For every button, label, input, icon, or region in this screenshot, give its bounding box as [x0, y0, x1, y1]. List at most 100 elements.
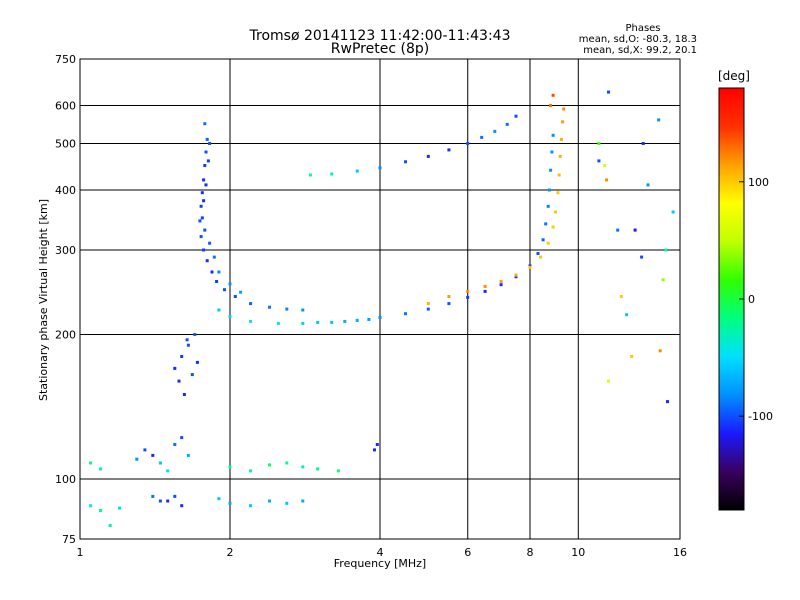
- data-point: [193, 333, 197, 336]
- data-point: [355, 169, 359, 173]
- colorbar-ticks: 100 0 -100: [739, 176, 773, 423]
- data-point: [597, 142, 601, 145]
- colorbar-tick-label: -100: [748, 410, 773, 423]
- data-point: [536, 252, 540, 255]
- data-point: [378, 166, 382, 170]
- stats-heading: Phases: [625, 23, 660, 34]
- data-point: [483, 284, 487, 288]
- data-point: [539, 255, 543, 259]
- data-point: [301, 321, 305, 325]
- data-point: [551, 133, 555, 137]
- data-point: [630, 355, 634, 358]
- data-point: [641, 142, 645, 145]
- data-point: [301, 308, 305, 312]
- data-point: [549, 104, 553, 107]
- data-point: [166, 469, 170, 473]
- y-tick-label: 750: [55, 53, 76, 66]
- data-point: [499, 280, 503, 283]
- data-point: [426, 307, 430, 311]
- data-point: [118, 506, 121, 510]
- data-point: [205, 137, 209, 141]
- data-point: [199, 204, 203, 208]
- data-point: [228, 315, 232, 319]
- data-point: [375, 443, 379, 446]
- plot-frame: [79, 58, 681, 540]
- data-point: [447, 302, 451, 306]
- data-point: [605, 178, 609, 182]
- data-point: [208, 241, 212, 245]
- data-point: [544, 222, 548, 226]
- data-point: [528, 265, 532, 269]
- data-point: [308, 173, 312, 177]
- data-point: [447, 295, 451, 298]
- data-points: [89, 90, 675, 527]
- data-point: [180, 504, 184, 508]
- data-point: [561, 120, 565, 124]
- chart-title: Tromsø 20141123 11:42:00-11:43:43: [249, 28, 511, 44]
- data-point: [249, 504, 253, 508]
- data-point: [228, 501, 232, 505]
- data-point: [249, 319, 253, 323]
- data-point: [373, 448, 376, 452]
- data-point: [249, 302, 253, 306]
- data-point: [217, 497, 221, 501]
- data-point: [99, 467, 103, 471]
- data-point: [426, 154, 430, 158]
- data-point: [198, 219, 202, 223]
- y-tick-labels: 75 100 200 300 400 500 600 750: [55, 53, 76, 546]
- data-point: [330, 172, 334, 176]
- data-point: [301, 465, 305, 469]
- y-tick-label: 300: [55, 244, 76, 257]
- data-point: [603, 164, 607, 167]
- data-point: [546, 204, 550, 208]
- x-tick-label: 1: [77, 546, 84, 559]
- data-point: [640, 255, 644, 259]
- data-point: [505, 122, 509, 126]
- data-point: [185, 338, 189, 342]
- data-point: [378, 316, 382, 319]
- data-point: [190, 373, 194, 377]
- data-point: [607, 379, 610, 383]
- data-point: [499, 283, 503, 287]
- data-point: [202, 248, 206, 252]
- data-point: [202, 199, 206, 203]
- data-point: [493, 129, 497, 133]
- data-point: [276, 321, 280, 325]
- x-tick-label: 4: [377, 546, 384, 559]
- data-point: [158, 499, 162, 503]
- data-point: [466, 289, 470, 293]
- data-point: [554, 210, 557, 214]
- data-point: [285, 461, 289, 465]
- data-point: [285, 501, 289, 505]
- data-point: [343, 319, 347, 323]
- data-point: [89, 504, 93, 508]
- x-tick-label: 6: [464, 546, 471, 559]
- data-point: [204, 150, 208, 154]
- data-point: [666, 400, 669, 404]
- data-point: [514, 275, 518, 279]
- data-point: [404, 312, 407, 316]
- data-point: [135, 457, 139, 461]
- data-point: [217, 308, 221, 312]
- data-point: [607, 90, 610, 94]
- y-tick-label: 75: [62, 533, 76, 546]
- data-point: [551, 93, 555, 97]
- data-point: [558, 154, 562, 158]
- y-tick-label: 200: [55, 329, 76, 342]
- data-point: [158, 461, 162, 465]
- colorbar-tick-label: 0: [748, 293, 755, 306]
- data-point: [206, 159, 210, 163]
- data-point: [616, 228, 620, 232]
- data-point: [205, 259, 209, 263]
- data-point: [316, 320, 320, 324]
- data-point: [547, 188, 551, 192]
- y-tick-label: 100: [55, 473, 76, 486]
- data-point: [203, 164, 207, 167]
- data-point: [195, 360, 199, 364]
- data-point: [480, 135, 484, 139]
- data-point: [426, 302, 430, 306]
- data-point: [268, 463, 271, 467]
- data-point: [180, 436, 184, 440]
- chart-subtitle: RwPretec (8p): [331, 41, 429, 57]
- data-point: [99, 509, 103, 512]
